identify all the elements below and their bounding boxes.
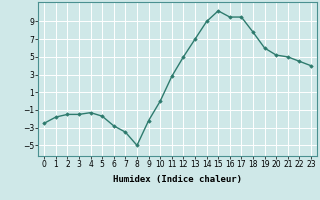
X-axis label: Humidex (Indice chaleur): Humidex (Indice chaleur) <box>113 175 242 184</box>
